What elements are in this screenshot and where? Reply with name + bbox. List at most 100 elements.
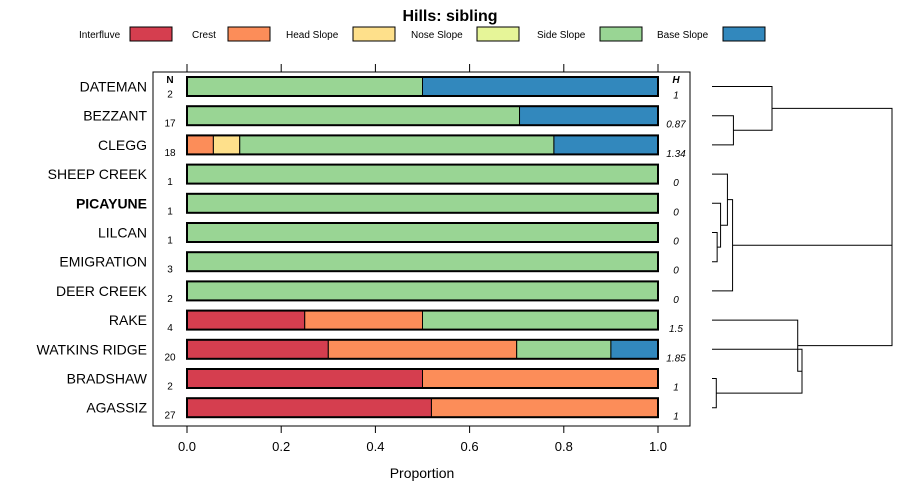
- legend-label: Base Slope: [657, 30, 709, 41]
- bar-segment: [422, 310, 659, 331]
- bar-segment: [186, 280, 659, 301]
- bar-segment: [422, 368, 659, 389]
- bar-outline: [186, 309, 659, 331]
- bar-outline: [186, 134, 659, 156]
- row-label: DEER CREEK: [56, 283, 148, 299]
- x-tick-label: 0.4: [366, 439, 384, 454]
- bar-row: EMIGRATION 3 0: [59, 251, 679, 277]
- row-n-value: 18: [164, 148, 176, 159]
- row-n-value: 20: [164, 352, 176, 363]
- x-tick-label: 0.6: [461, 439, 479, 454]
- bar-outline: [186, 397, 659, 419]
- bar-segment: [186, 310, 306, 331]
- row-h-value: 1.85: [666, 353, 686, 364]
- bar-outline: [186, 105, 659, 127]
- bar-outline: [186, 76, 659, 97]
- bar-outline: [186, 280, 659, 302]
- row-n-value: 2: [167, 294, 173, 305]
- bar-segment: [519, 105, 659, 126]
- legend-swatch: [722, 26, 766, 42]
- row-h-value: 1: [673, 91, 679, 102]
- x-axis: 0.0 0.2 0.4 0.6 0.8 1.0: [178, 426, 667, 454]
- bar-segment: [430, 397, 659, 418]
- bar-outline: [186, 251, 659, 273]
- bar-segment: [553, 134, 659, 155]
- row-n-value: 17: [164, 119, 176, 130]
- bar-segment: [186, 368, 423, 389]
- legend-label: Interfluve: [79, 30, 121, 41]
- row-h-value: 1.5: [669, 324, 683, 335]
- legend-swatch: [352, 26, 396, 42]
- row-n-value: 2: [167, 90, 173, 101]
- bar-segment: [610, 339, 659, 360]
- bar-outline: [186, 368, 659, 389]
- row-h-value: 1: [673, 412, 679, 423]
- row-h-value: 0: [673, 178, 679, 189]
- bar-row: WATKINS RIDGE 20 1.85: [37, 338, 686, 364]
- row-n-value: 1: [167, 236, 173, 247]
- legend-swatch: [227, 26, 271, 42]
- legend-label: Crest: [192, 30, 216, 41]
- dendrogram-branch: [712, 86, 773, 131]
- row-label: SHEEP CREEK: [48, 166, 148, 182]
- row-h-value: 0: [673, 237, 679, 248]
- bar-segment: [212, 134, 241, 155]
- dendrogram-branch: [797, 176, 893, 347]
- row-n-value: 1: [167, 177, 173, 188]
- dendrogram-branch: [712, 199, 734, 292]
- bar-segment: [186, 105, 521, 126]
- row-n-value: 27: [164, 411, 176, 422]
- x-tick-label: 0.8: [555, 439, 573, 454]
- row-label: EMIGRATION: [59, 254, 147, 270]
- bar-segment: [186, 251, 659, 272]
- row-label: PICAYUNE: [76, 195, 147, 211]
- dendrogram-branch: [712, 173, 728, 226]
- x-tick-label: 0.0: [178, 439, 196, 454]
- bar-segment: [304, 310, 423, 331]
- bar-row: PICAYUNE 1 0: [76, 192, 679, 218]
- row-label: LILCAN: [98, 225, 147, 241]
- row-h-value: 1.34: [666, 149, 686, 160]
- row-n-value: 4: [167, 323, 173, 334]
- legend-swatch: [599, 26, 643, 42]
- bar-segment: [327, 339, 518, 360]
- top-axis-ticks: [186, 64, 659, 72]
- bar-segment: [516, 339, 612, 360]
- bar-outline: [186, 192, 659, 214]
- bar-rows: DATEMAN 2 1 BEZZANT 17 0.87 CLEGG 18 1.34 SHEEP C…: [37, 76, 686, 423]
- bar-segment: [239, 134, 555, 155]
- bar-row: BRADSHAW 2 1: [67, 368, 679, 394]
- row-h-value: 0: [673, 295, 679, 306]
- bar-outline: [186, 222, 659, 243]
- bar-segment: [186, 76, 423, 97]
- bar-outline: [186, 163, 659, 185]
- bar-segment: [186, 222, 659, 243]
- bar-segment: [186, 339, 329, 360]
- legend: Interfluve Crest Head Slope Nose Slope Side …: [79, 26, 766, 42]
- x-tick-label: 0.2: [272, 439, 290, 454]
- bar-segment: [186, 397, 432, 418]
- dendrogram: [712, 86, 893, 409]
- row-h-value: 0.87: [666, 120, 686, 131]
- bar-segment: [186, 134, 214, 155]
- row-label: BRADSHAW: [67, 371, 148, 387]
- legend-swatch: [476, 26, 520, 42]
- bar-row: BEZZANT 17 0.87: [83, 105, 686, 131]
- dendrogram-branch: [712, 202, 722, 248]
- bar-outline: [186, 338, 659, 360]
- row-label: BEZZANT: [83, 108, 147, 124]
- bar-row: DATEMAN 2 1: [80, 76, 679, 102]
- bar-row: SHEEP CREEK 1 0: [48, 163, 679, 189]
- row-n-value: 2: [167, 382, 173, 393]
- dendrogram-branch: [712, 319, 802, 372]
- dendrogram-branch: [732, 107, 893, 246]
- legend-label: Head Slope: [286, 30, 339, 41]
- row-h-value: 0: [673, 266, 679, 277]
- row-label: AGASSIZ: [86, 400, 147, 416]
- x-axis-label: Proportion: [390, 465, 455, 481]
- x-tick-label: 1.0: [649, 439, 667, 454]
- n-column-header: N: [166, 75, 173, 86]
- dendrogram-branch: [712, 232, 718, 263]
- bar-row: AGASSIZ 27 1: [86, 397, 679, 423]
